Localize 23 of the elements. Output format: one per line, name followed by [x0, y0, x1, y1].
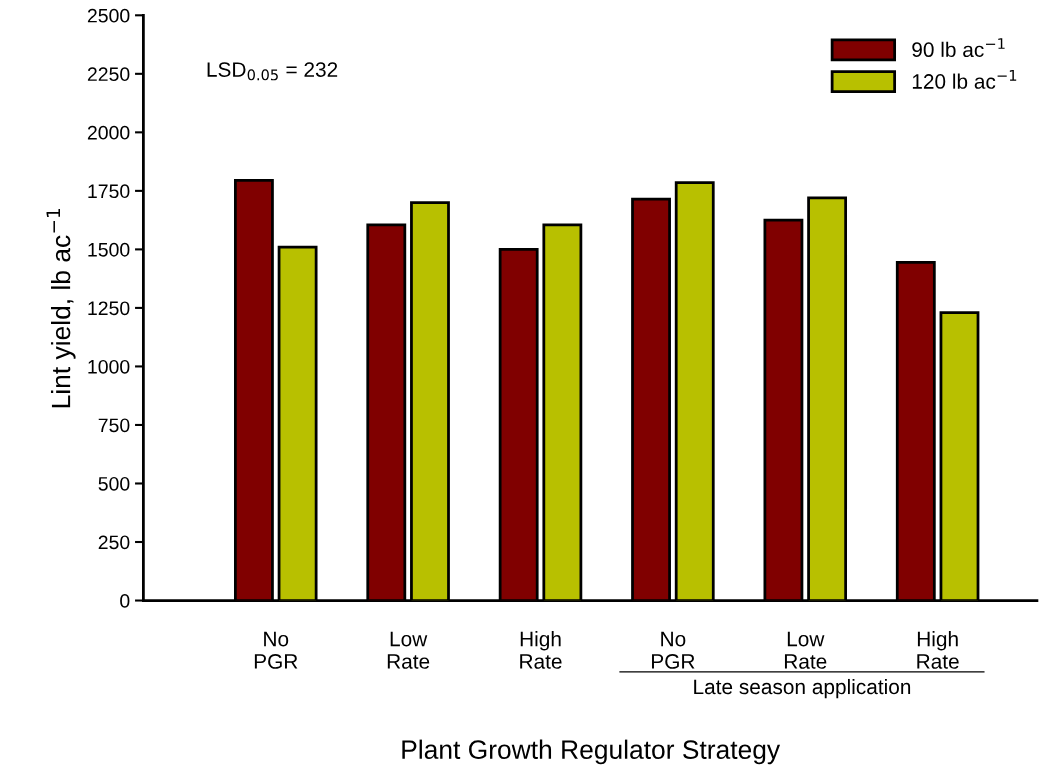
x-axis-title: Plant Growth Regulator Strategy	[402, 739, 781, 765]
x-tick-label: Low Rate	[387, 631, 430, 669]
y-tick-label: 250	[98, 535, 130, 550]
y-tick-label: 1500	[88, 242, 130, 257]
x-tick-label: Low Rate	[784, 631, 827, 669]
x-tick-label: No PGR	[254, 631, 298, 669]
y-tick-label: 1750	[88, 184, 130, 199]
legend-label: 120 lb ac$^{−1}$	[912, 70, 1017, 89]
y-tick-label: 1250	[88, 301, 130, 316]
y-tick-label: 1000	[88, 359, 130, 374]
annotation: LSD$_{0.05}$ = 232	[207, 62, 338, 81]
y-tick-label: 750	[98, 418, 130, 433]
y-tick-label: 500	[98, 476, 130, 491]
y-tick-label: 2000	[87, 125, 130, 140]
legend-label: 90 lb ac$^{−1}$	[912, 38, 1005, 58]
text: Late season application	[694, 678, 911, 699]
y-tick-label: 0	[120, 593, 130, 608]
x-tick-label: High Rate	[917, 631, 959, 669]
x-tick-label: High Rate	[520, 631, 562, 669]
x-tick-label: No PGR	[652, 631, 695, 669]
y-axis-title: Lint yield, lb ac$^{−1}$	[46, 209, 76, 408]
y-tick-label: 2250	[87, 67, 130, 82]
y-tick-label: 2500	[87, 8, 130, 23]
